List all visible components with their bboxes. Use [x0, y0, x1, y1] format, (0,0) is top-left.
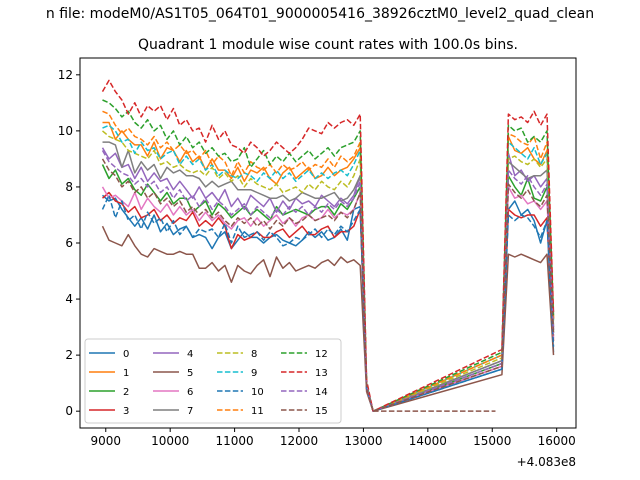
legend-label-6: 6	[187, 387, 193, 398]
x-tick-label: 11000	[216, 434, 254, 448]
legend-label-4: 4	[187, 349, 193, 360]
y-tick-label: 4	[65, 292, 73, 306]
series-line-11	[102, 110, 555, 412]
x-tick-label: 13000	[344, 434, 382, 448]
x-offset-label: +4.083e8	[517, 455, 576, 469]
y-tick-label: 8	[65, 180, 73, 194]
legend-label-12: 12	[315, 349, 328, 360]
legend-frame	[84, 338, 342, 424]
y-tick-label: 6	[65, 236, 73, 250]
legend-label-14: 14	[315, 387, 328, 398]
legend-label-2: 2	[123, 387, 129, 398]
legend-label-1: 1	[123, 368, 129, 379]
y-tick-label: 2	[65, 348, 73, 362]
plot-area: 9000 10000 11000 12000 13000 14000 15000 16000 …	[58, 57, 577, 469]
legend-label-3: 3	[123, 406, 129, 417]
series-line-5	[101, 225, 555, 412]
legend-label-0: 0	[123, 349, 129, 360]
x-tick-label: 12000	[280, 434, 318, 448]
series-line-8	[102, 130, 555, 412]
series-line-15	[101, 158, 555, 412]
x-tick-label: 9000	[90, 434, 121, 448]
series-line-1	[102, 121, 555, 412]
legend-label-9: 9	[251, 368, 257, 379]
legend-label-5: 5	[187, 368, 193, 379]
y-axis: 0 2 4 6 8 10 12	[58, 68, 80, 418]
x-axis: 9000 10000 11000 12000 13000 14000 15000 16000	[90, 428, 576, 448]
y-tick-label: 10	[58, 124, 73, 138]
x-tick-label: 16000	[538, 434, 576, 448]
series-layer	[101, 79, 555, 412]
legend-label-11: 11	[251, 406, 264, 417]
series-line-9	[102, 124, 555, 412]
legend-label-15: 15	[315, 406, 328, 417]
figure-suptitle: n file: modeM0/AS1T05_064T01_9000005416_…	[46, 6, 594, 22]
legend-label-8: 8	[251, 349, 257, 360]
x-tick-label: 10000	[151, 434, 189, 448]
series-line-7	[102, 141, 555, 412]
series-line-12	[102, 99, 555, 412]
y-tick-label: 12	[58, 68, 73, 82]
x-tick-label: 15000	[473, 434, 511, 448]
legend-label-7: 7	[187, 406, 193, 417]
legend-label-13: 13	[315, 368, 328, 379]
x-tick-label: 14000	[409, 434, 447, 448]
series-line-14	[101, 150, 555, 412]
chart-title: Quadrant 1 module wise count rates with …	[138, 37, 518, 53]
series-line-10	[101, 194, 555, 412]
y-tick-label: 0	[65, 404, 73, 418]
legend-label-10: 10	[251, 387, 264, 398]
series-line-0	[102, 194, 555, 412]
series-line-13	[101, 79, 555, 412]
